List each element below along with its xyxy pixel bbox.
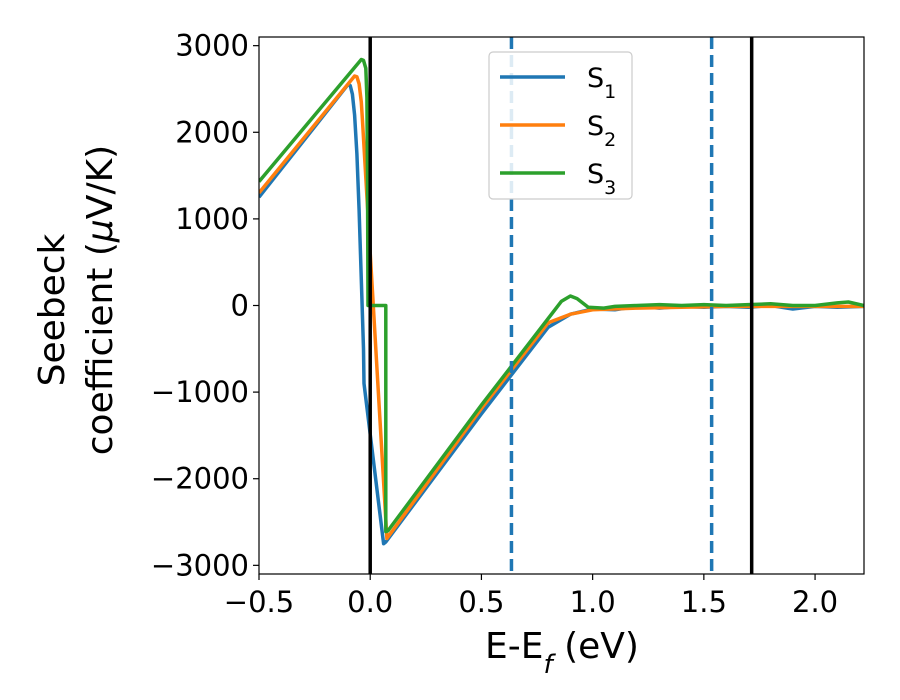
y-axis-ticks: 3000 2000 1000 0 −1000 −2000 −3000 (151, 29, 259, 582)
y-tick-label: −2000 (151, 462, 249, 496)
y-tick-label: 3000 (175, 29, 249, 63)
x-axis-ticks: −0.5 0.0 0.5 1.0 1.5 2.0 (224, 574, 838, 619)
y-tick-label: 1000 (175, 202, 249, 236)
legend-label-s2: S2 (587, 111, 616, 151)
y-axis-title-line1: Seebeck (32, 233, 73, 386)
y-tick-label: −1000 (151, 375, 249, 409)
legend: S1 S2 S3 (488, 51, 633, 200)
x-axis-title: E-Ef (eV) (485, 626, 639, 680)
y-tick-label: −3000 (151, 548, 249, 582)
y-axis-title-line2: coefficient (μV/K) (80, 145, 121, 455)
plot-content (259, 37, 864, 574)
x-tick-label: 0.0 (347, 585, 393, 619)
series-line-s3 (259, 57, 864, 534)
legend-label-s3: S3 (587, 159, 616, 199)
x-tick-label: 1.5 (681, 585, 727, 619)
y-tick-label: 0 (231, 289, 249, 323)
x-tick-label: 2.0 (792, 585, 838, 619)
legend-label-s1: S1 (587, 63, 616, 103)
x-tick-label: −0.5 (224, 585, 294, 619)
y-tick-label: 2000 (175, 115, 249, 149)
x-tick-label: 0.5 (458, 585, 504, 619)
x-tick-label: 1.0 (570, 585, 616, 619)
